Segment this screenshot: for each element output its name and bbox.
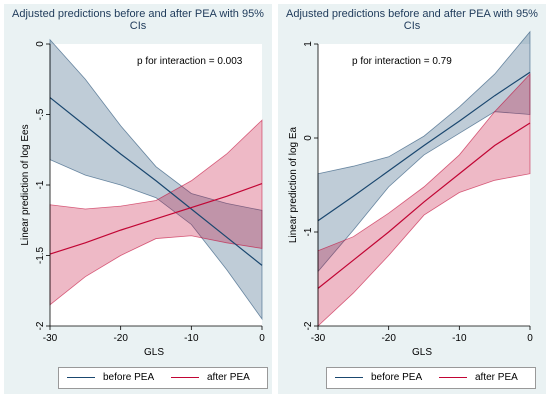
legend-label-before: before PEA xyxy=(371,372,423,383)
ci-band-after xyxy=(317,73,531,327)
chart-legend: before PEA after PEA xyxy=(58,367,268,389)
series-line-after xyxy=(49,183,263,255)
x-tick-label: -20 xyxy=(381,333,396,344)
x-tick-label: 0 xyxy=(527,333,533,344)
left-chart-svg: -2 -1.5 -1 -.5 0 -30 -20 -10 0 GLS Linear predicti… xyxy=(20,38,265,358)
legend-swatch-before xyxy=(335,377,363,378)
legend-swatch-after xyxy=(439,377,467,378)
chart-title: Adjusted predictions before and after PE… xyxy=(286,8,538,32)
ci-band-after xyxy=(49,119,263,306)
legend-label-after: after PEA xyxy=(207,372,250,383)
y-axis-label: Linear prediction of log Ees xyxy=(20,124,31,245)
right-chart-panel: Adjusted predictions before and after PE… xyxy=(278,4,546,394)
y-tick-label: 0 xyxy=(303,135,314,141)
plot-area xyxy=(50,44,262,326)
x-tick-label: -10 xyxy=(184,333,199,344)
x-axis-label: GLS xyxy=(144,347,164,358)
legend-label-before: before PEA xyxy=(103,372,155,383)
y-tick-label: -2 xyxy=(35,321,46,330)
series-line-before xyxy=(317,71,531,222)
y-tick-label: 0 xyxy=(35,41,46,47)
chart-title: Adjusted predictions before and after PE… xyxy=(12,8,264,32)
legend-swatch-before xyxy=(67,377,95,378)
x-tick-label: 0 xyxy=(259,333,265,344)
y-tick-label: -1.5 xyxy=(35,246,46,264)
y-tick-label: 1 xyxy=(303,41,314,47)
series-line-before xyxy=(49,97,263,266)
legend-label-after: after PEA xyxy=(475,372,518,383)
x-tick-label: -30 xyxy=(311,333,326,344)
y-axis-label: Linear prediction of log Ea xyxy=(288,126,299,243)
x-tick-label: -20 xyxy=(113,333,128,344)
plot-area xyxy=(318,44,530,326)
y-tick-label: -1 xyxy=(303,227,314,236)
interaction-annotation: p for interaction = 0.003 xyxy=(137,56,243,67)
y-tick-label: -1 xyxy=(35,180,46,189)
interaction-annotation: p for interaction = 0.79 xyxy=(352,56,452,67)
ci-band-before xyxy=(49,38,263,321)
y-tick-label: -.5 xyxy=(35,108,46,120)
x-tick-label: -30 xyxy=(43,333,58,344)
x-tick-label: -10 xyxy=(452,333,467,344)
left-chart-panel: Adjusted predictions before and after PE… xyxy=(4,4,272,394)
x-axis-label: GLS xyxy=(412,347,432,358)
series-line-after xyxy=(317,122,531,289)
legend-swatch-after xyxy=(171,377,199,378)
chart-legend: before PEA after PEA xyxy=(326,367,536,389)
y-tick-label: -2 xyxy=(303,321,314,330)
